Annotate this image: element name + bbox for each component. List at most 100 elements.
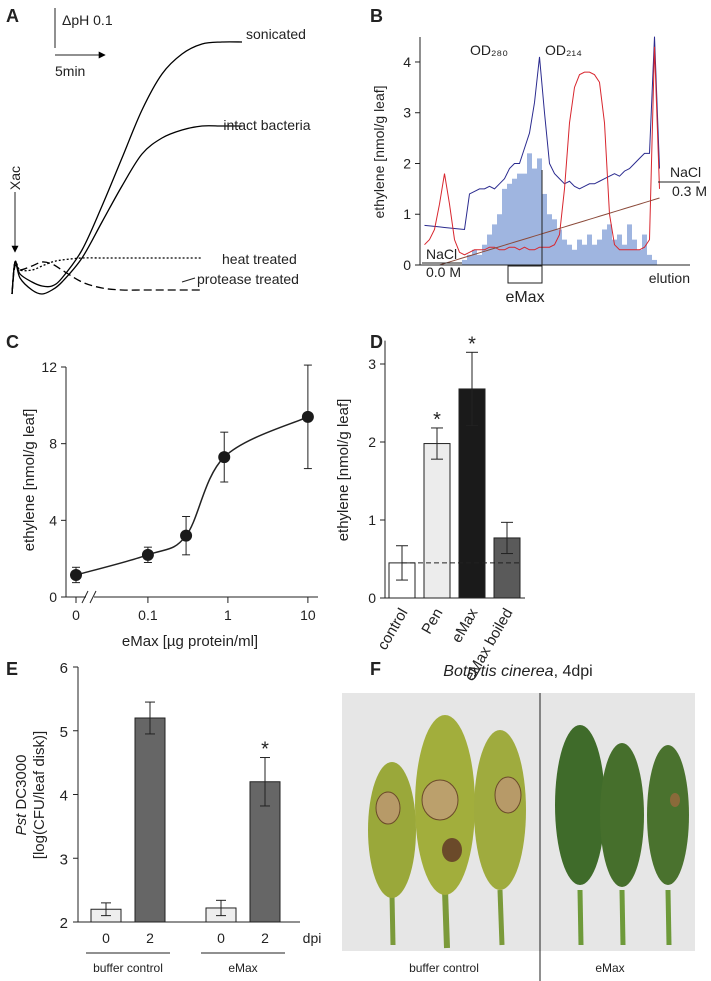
- absorbance-line: [424, 36, 660, 231]
- y-axis-label: [log(CFU/leaf disk)]: [31, 731, 48, 859]
- trace-label: heat treated: [222, 251, 297, 267]
- x-tick-label: 2: [261, 930, 269, 946]
- y-axis-label-italic: Pst: [13, 813, 30, 836]
- leaf: [600, 743, 644, 887]
- lesion: [375, 791, 401, 825]
- x-tick-label: 0: [72, 607, 80, 623]
- panel-letter: D: [370, 332, 383, 352]
- data-point: [70, 568, 82, 581]
- fit-curve: [75, 416, 309, 576]
- histogram-bar: [647, 254, 652, 265]
- bar: [423, 443, 451, 599]
- histogram-bar: [552, 219, 557, 265]
- photo-label: eMax: [595, 961, 624, 975]
- scale-label-y: ΔpH 0.1: [62, 12, 113, 28]
- bar: [134, 717, 166, 923]
- y-tick-label: 8: [49, 436, 57, 452]
- y-tick-label: 1: [368, 512, 376, 528]
- y-tick-label: 4: [403, 54, 411, 70]
- histogram-bar: [517, 173, 522, 265]
- histogram-bar: [532, 168, 537, 265]
- histogram-bar: [512, 178, 517, 265]
- trace-label: sonicated: [246, 26, 306, 42]
- histogram-bar: [627, 224, 632, 265]
- histogram-bar: [497, 214, 502, 265]
- x-tick-label: 0: [217, 930, 225, 946]
- trace: [11, 125, 242, 295]
- x-unit-label: dpi: [303, 930, 322, 946]
- axis-break: [81, 590, 89, 604]
- histogram-bar: [502, 188, 507, 265]
- data-point: [218, 451, 231, 464]
- histogram-bar: [602, 229, 607, 265]
- stem: [577, 889, 584, 946]
- y-tick-label: 0: [49, 589, 57, 605]
- trace-label: intact bacteria: [223, 117, 311, 133]
- histogram-bar: [547, 214, 552, 265]
- y-axis-label: ethylene [nmol/g leaf]: [371, 85, 387, 218]
- bar: [458, 388, 486, 599]
- histogram-bar: [632, 239, 637, 265]
- histogram-bar: [642, 234, 647, 265]
- stem: [497, 889, 505, 946]
- x-tick-label: 1: [224, 607, 232, 623]
- y-tick-label: 3: [368, 356, 376, 372]
- leaf: [368, 762, 416, 898]
- y-axis-label: ethylene [nmol/g leaf]: [335, 399, 352, 542]
- group-label: eMax: [228, 961, 257, 975]
- histogram-bar: [567, 244, 572, 265]
- histogram-bar: [637, 249, 642, 265]
- histogram-bar: [542, 193, 547, 265]
- histogram-bar: [492, 224, 497, 265]
- bracket-label: eMax: [505, 289, 544, 306]
- y-tick-label: 0: [368, 590, 376, 606]
- histogram-bar: [537, 158, 542, 265]
- histogram-bar: [507, 183, 512, 265]
- histogram-bar: [477, 254, 482, 265]
- histogram-bar: [462, 259, 467, 265]
- scale-label-x: 5min: [55, 63, 85, 79]
- histogram-bar: [557, 229, 562, 265]
- lesion: [670, 793, 680, 807]
- axis-break: [89, 590, 97, 604]
- histogram-bar: [612, 239, 617, 265]
- leader: [181, 277, 196, 283]
- photo-label: buffer control: [409, 961, 479, 975]
- lesion: [421, 779, 459, 821]
- y-tick-label: 4: [49, 512, 57, 528]
- panel-letter: C: [6, 332, 19, 352]
- stem: [619, 889, 626, 946]
- data-point: [180, 529, 193, 542]
- y-tick-label: 1: [403, 206, 411, 222]
- y-tick-label: 4: [60, 788, 68, 805]
- histogram-bar: [472, 249, 477, 265]
- photo-panel: Botrytis cinerea, 4dpi buffer control eM…: [342, 663, 695, 981]
- annotation: NaCl: [426, 246, 457, 262]
- photo-title: Botrytis cinerea, 4dpi: [443, 663, 592, 680]
- y-axis-label: ethylene [nmol/g leaf]: [21, 409, 38, 552]
- x-axis-label: eMax [µg protein/ml]: [122, 633, 258, 650]
- panel-letter: B: [370, 6, 383, 26]
- histogram-bar: [572, 249, 577, 265]
- stem: [389, 894, 396, 946]
- y-tick-label: 6: [60, 660, 68, 677]
- lesion: [442, 838, 462, 862]
- panel-letter: A: [6, 6, 19, 26]
- y-axis-label-rest: DC3000: [13, 755, 30, 814]
- stem: [442, 889, 450, 949]
- x-tick-label: 0: [102, 930, 110, 946]
- panel-letter: F: [370, 659, 381, 679]
- y-tick-label: 2: [403, 155, 411, 171]
- x-tick-label: 10: [300, 607, 316, 623]
- trace: [11, 257, 202, 295]
- histogram-bar: [592, 244, 597, 265]
- histogram-bar: [652, 259, 657, 265]
- y-tick-label: 2: [60, 915, 68, 932]
- x-tick-label: Pen: [418, 606, 446, 638]
- y-axis-label: Pst DC3000: [13, 755, 30, 836]
- stimulus-label: Xac: [7, 166, 23, 190]
- data-point: [141, 548, 154, 561]
- y-tick-label: 3: [60, 851, 68, 868]
